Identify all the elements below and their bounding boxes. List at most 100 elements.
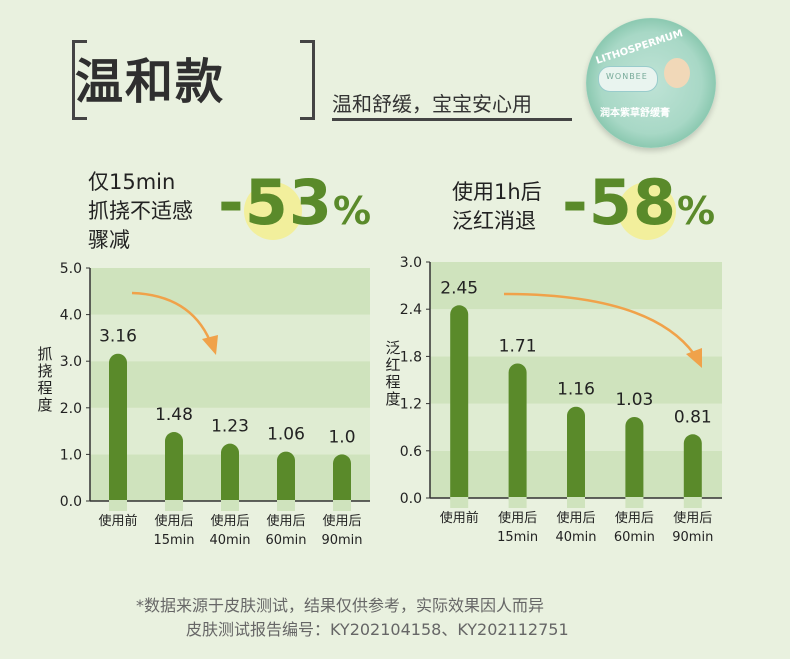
chart-1-y-tick-label: 2.0 [60,401,82,417]
chart-1-value-label: 3.16 [99,327,137,347]
chart-1-value-label: 1.06 [267,425,305,445]
chart-1-x-tick-label: 40min [209,533,250,548]
chart-2-trend-arrowhead [686,348,702,368]
stat-2-label: 使用1h后 泛红消退 [452,178,542,236]
stat-highlight-blob [244,182,302,240]
chart-2-y-tick-label: 0.6 [400,444,422,460]
chart-2-band [430,262,722,310]
chart-2-y-tick-label: 0.0 [400,491,422,507]
chart-1-x-tick-label: 使用后 [322,513,361,529]
chart-1-x-tick-label: 使用前 [98,513,137,529]
chart-2-x-tick-label: 15min [497,530,538,545]
chart-1-ylabel-text: 抓挠程度 [37,345,53,414]
title-bracket-left [72,40,87,120]
chart-2-value-label: 1.03 [615,390,653,410]
chart-1-bar [109,353,127,510]
chart-1: 0.0 1.0 2.0 3.0 4.0 5.0 3.16 使用前 1.48 使用后 15min 1.2… [60,261,370,548]
chart-2-value-label: 2.45 [440,278,478,298]
stat-1-value: -53% [218,166,372,239]
chart-1-y-tick-label: 1.0 [60,447,82,463]
chart-2-ylabel: 泛红程度 [384,340,402,408]
chart-2-value-label: 0.81 [674,407,712,427]
page-title: 温和款 [75,54,226,110]
chart-1-bar-base-mask [277,500,295,511]
chart-1-x-tick-label: 使用后 [210,513,249,529]
stat-1-label-line: 仅15min [88,170,176,194]
stat-2-value: -58% [562,166,716,239]
chart-1-bar [165,432,183,510]
chart-1-bar-base-mask [333,500,351,511]
chart-2-ylabel-text: 泛红程度 [385,339,401,408]
product-logo-text: WONBEE [606,72,648,81]
chart-2-bar-base-mask [508,497,527,508]
stat-2-unit: % [677,189,717,233]
chart-2-x-tick-label: 40min [555,530,596,545]
chart-1-trend-arrowhead [202,335,218,355]
chart-2-y-tick-label: 2.4 [400,302,422,318]
chart-2-bar-base-mask [450,497,469,508]
chart-1-bar [333,454,351,510]
footnote-disclaimer: *数据来源于皮肤测试，结果仅供参考，实际效果因人而异 [136,596,545,615]
page-subtitle: 温和舒缓，宝宝安心用 [332,92,532,116]
chart-1-y-tick-label: 3.0 [60,354,82,370]
stat-1-label-line: 骤减 [88,228,130,252]
stat-highlight-blob [618,182,676,240]
chart-2-x-tick-label: 使用后 [556,510,595,526]
chart-1-y-tick-label: 5.0 [60,261,82,277]
chart-2-y-tick-label: 1.2 [400,397,422,413]
chart-1-value-label: 1.48 [155,405,193,425]
chart-2-x-tick-label: 使用后 [498,510,537,526]
product-window [598,66,658,92]
chart-1-bar-base-mask [165,500,183,511]
stat-1-unit: % [333,189,373,233]
footnote-report-numbers: 皮肤测试报告编号：KY202104158、KY202112751 [186,620,569,639]
stat-2-label-line: 泛红消退 [452,209,536,233]
stat-2-label-line: 使用1h后 [452,180,542,204]
chart-2-bar [683,434,702,507]
chart-2-bar [450,305,469,507]
chart-2-trend-arrow [503,292,696,355]
chart-2: 0.0 0.6 1.2 1.8 2.4 3.0 2.45 使用前 1.71 使用后 15min 1.1… [400,255,722,545]
product-band-text: 润本紫草舒缓膏 [600,108,670,119]
chart-2-x-tick-label: 90min [672,530,713,545]
stat-1-number: -53 [218,166,334,239]
chart-2-y-tick-label: 1.8 [400,349,422,365]
title-bracket-right [300,40,315,120]
chart-1-ylabel: 抓挠程度 [36,346,54,414]
chart-2-x-tick-label: 60min [614,530,655,545]
chart-1-x-tick-label: 使用后 [154,513,193,529]
baby-face-icon [664,58,690,88]
chart-1-x-tick-label: 15min [153,533,194,548]
chart-2-bar-base-mask [625,497,644,508]
chart-2-bar-base-mask [567,497,585,508]
chart-2-value-label: 1.16 [557,380,595,400]
stat-2-number: -58 [562,166,678,239]
chart-1-x-tick-label: 60min [265,533,306,548]
chart-1-x-tick-label: 使用后 [266,513,305,529]
stat-1-label: 仅15min 抓挠不适感 骤减 [88,168,193,255]
subtitle-underline [332,118,572,121]
stat-1-label-line: 抓挠不适感 [88,199,193,223]
chart-2-bar [508,363,527,507]
chart-1-bar-base-mask [109,500,127,511]
chart-2-x-tick-label: 使用前 [440,510,479,526]
chart-1-bar [277,451,295,510]
chart-1-band [90,361,370,408]
chart-1-band [90,268,370,315]
chart-2-bar [625,416,644,507]
chart-2-x-tick-label: 使用后 [673,510,712,526]
chart-1-x-tick-label: 90min [321,533,362,548]
chart-1-trend-arrow [131,291,212,342]
chart-1-y-tick-label: 4.0 [60,308,82,324]
chart-1-bar [221,443,239,510]
chart-2-band [430,356,722,404]
chart-1-band [90,314,370,362]
chart-2-bar [567,406,585,507]
chart-2-y-tick-label: 3.0 [400,255,422,271]
chart-1-y-tick-label: 0.0 [60,494,82,510]
chart-2-bar-base-mask [683,497,702,508]
chart-1-value-label: 1.23 [211,417,249,437]
chart-2-band [430,309,722,357]
chart-2-x-tick-label: 使用后 [615,510,654,526]
chart-1-value-label: 1.0 [328,427,355,447]
